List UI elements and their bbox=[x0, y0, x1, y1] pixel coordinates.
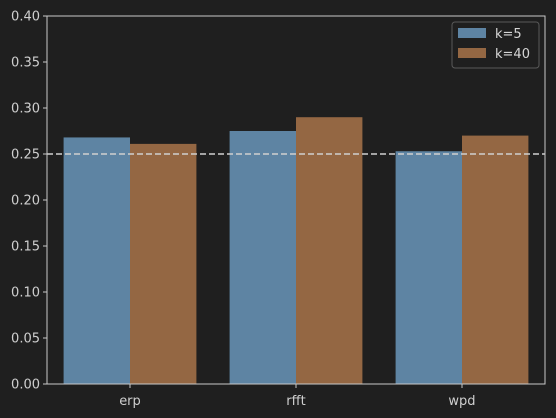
y-tick-label: 0.00 bbox=[11, 378, 40, 393]
legend-label-2: k=40 bbox=[495, 47, 530, 62]
y-tick-label: 0.40 bbox=[11, 10, 40, 25]
bar-erp-series-1 bbox=[63, 137, 130, 384]
y-tick-label: 0.15 bbox=[11, 240, 40, 255]
y-tick-label: 0.35 bbox=[11, 56, 40, 71]
x-tick-label-rfft: rfft bbox=[286, 394, 305, 409]
x-tick-label-wpd: wpd bbox=[448, 394, 475, 409]
bar-rfft-series-1 bbox=[229, 131, 296, 384]
legend-swatch-1 bbox=[458, 28, 486, 38]
y-tick-label: 0.10 bbox=[11, 286, 40, 301]
bar-wpd-series-1 bbox=[395, 151, 462, 384]
legend-label-1: k=5 bbox=[495, 27, 522, 42]
y-tick-label: 0.30 bbox=[11, 102, 40, 117]
y-tick-label: 0.25 bbox=[11, 148, 40, 163]
legend: k=5 k=40 bbox=[451, 21, 540, 69]
legend-swatch-2 bbox=[458, 48, 486, 58]
bar-erp-series-2 bbox=[130, 143, 197, 384]
bar-rfft-series-2 bbox=[296, 117, 363, 384]
bar-wpd-series-2 bbox=[462, 135, 529, 384]
y-tick-label: 0.20 bbox=[11, 194, 40, 209]
y-tick-label: 0.05 bbox=[11, 332, 40, 347]
x-tick-label-erp: erp bbox=[119, 394, 141, 409]
